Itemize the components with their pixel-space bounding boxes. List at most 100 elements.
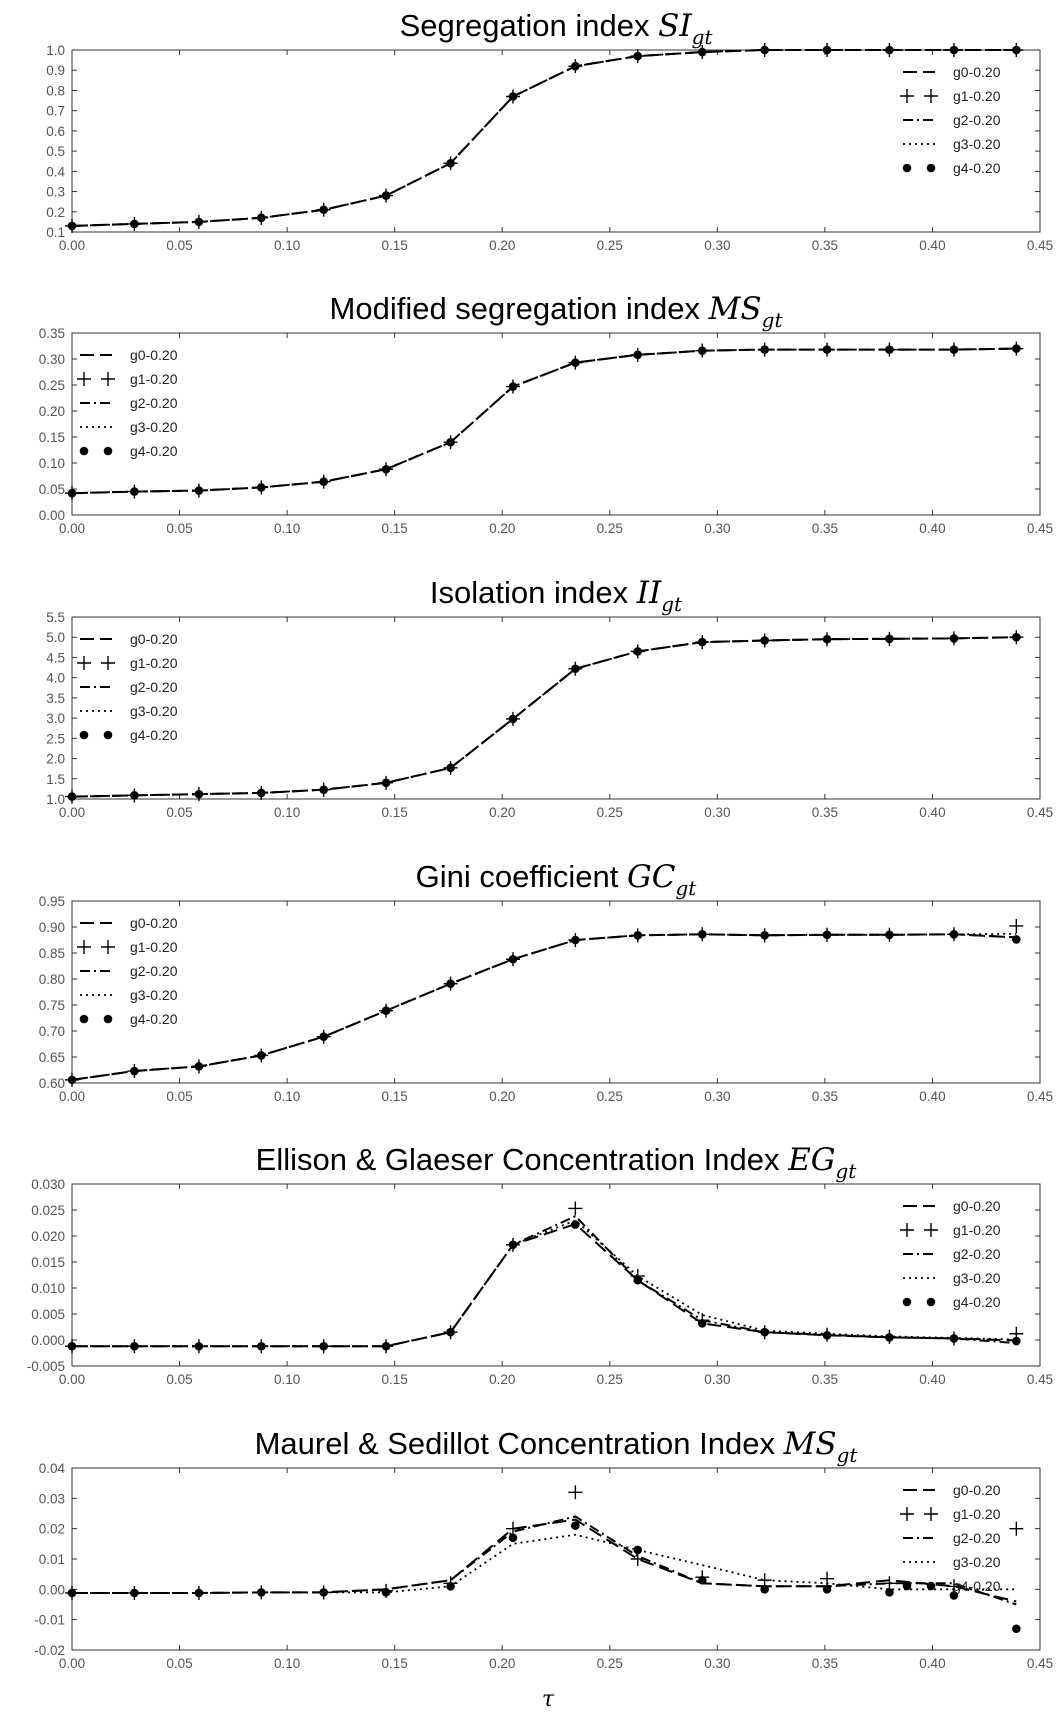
data-point-g4-0.20 <box>633 1545 643 1555</box>
data-point-g4-0.20 <box>256 1588 266 1597</box>
data-point-g4-0.20 <box>446 979 455 988</box>
data-point-g4-0.20 <box>1012 632 1021 642</box>
x-axis-label: τ <box>542 1687 555 1712</box>
data-point-g4-0.20 <box>885 930 894 940</box>
x-tick-label: 0.20 <box>489 521 515 536</box>
series-line-g2-0.20 <box>71 933 1017 1081</box>
legend-marker-g1-0.20 <box>77 372 91 386</box>
y-tick-label: 0.04 <box>39 1461 66 1476</box>
y-tick-label: -0.02 <box>34 1643 65 1658</box>
data-point-g4-0.20 <box>319 1032 328 1042</box>
data-point-g4-0.20 <box>822 1585 832 1594</box>
series-line-g3-0.20 <box>71 636 1017 798</box>
legend-label: g0-0.20 <box>953 1198 1001 1214</box>
series-g4-0.20 <box>67 929 1021 1085</box>
data-point-g4-0.20 <box>508 1240 518 1250</box>
x-tick-label: 0.40 <box>919 1656 945 1671</box>
series-line-g3-0.20 <box>71 932 1017 1081</box>
data-point-g4-0.20 <box>885 634 894 644</box>
y-tick-label: 0.01 <box>39 1552 65 1567</box>
legend-item: g2-0.20 <box>80 679 178 695</box>
data-point-g4-0.20 <box>949 45 959 55</box>
data-point-g4-0.20 <box>697 1575 707 1585</box>
x-tick-label: 0.05 <box>166 521 192 536</box>
data-point-g1-0.20 <box>757 1573 772 1588</box>
x-tick-label: 0.35 <box>812 238 838 253</box>
data-point-g4-0.20 <box>319 477 328 487</box>
legend-label: g3-0.20 <box>130 703 178 719</box>
legend-marker-g4-0.20 <box>79 1014 89 1024</box>
legend-item: g4-0.20 <box>902 160 1001 176</box>
data-point-g4-0.20 <box>697 1319 707 1328</box>
series-line-g3-0.20 <box>71 347 1017 495</box>
x-tick-label: 0.45 <box>1027 1656 1053 1671</box>
legend-item: g0-0.20 <box>80 347 178 363</box>
legend-marker-g1-0.20 <box>900 1223 914 1237</box>
data-point-g4-0.20 <box>319 1341 328 1351</box>
chart-title: Modified segregation index MSgt <box>330 291 784 332</box>
x-tick-label: 0.35 <box>812 521 838 536</box>
data-point-g4-0.20 <box>760 1327 769 1337</box>
legend-marker-g4-0.20 <box>103 730 113 740</box>
series-g0-0.20 <box>71 636 1017 798</box>
x-tick-label: 0.15 <box>382 805 408 820</box>
legend-item: g4-0.20 <box>902 1578 1001 1594</box>
data-point-g4-0.20 <box>319 205 328 215</box>
data-point-g4-0.20 <box>949 345 959 354</box>
x-tick-label: 0.10 <box>274 521 300 536</box>
y-tick-label: 5.5 <box>46 610 65 625</box>
legend-label: g4-0.20 <box>953 160 1001 176</box>
series-line-g2-0.20 <box>72 1515 1017 1606</box>
chart-title: Segregation index SIgt <box>400 8 714 49</box>
chart-title: Isolation index IIgt <box>430 575 683 616</box>
series-g2-0.20 <box>71 49 1017 227</box>
data-point-g4-0.20 <box>633 647 643 656</box>
y-tick-label: 0.25 <box>39 378 65 393</box>
y-tick-label: 0.65 <box>39 1050 65 1065</box>
data-point-g4-0.20 <box>697 637 707 647</box>
y-tick-label: -0.01 <box>34 1613 65 1628</box>
x-tick-label: 0.30 <box>704 1656 730 1671</box>
data-point-g4-0.20 <box>1012 344 1021 353</box>
chart-panel-4: 0.00 0.05 0.10 0.15 0.20 0.25 0.30 0.35 0.40 0.45… <box>39 859 1053 1104</box>
legend-marker-g4-0.20 <box>103 1014 113 1024</box>
x-tick-label: 0.10 <box>274 1656 300 1671</box>
chart-panel-5: 0.00 0.05 0.10 0.15 0.20 0.25 0.30 0.35 0.40 0.45… <box>27 1142 1053 1387</box>
data-point-g4-0.20 <box>446 437 455 447</box>
series-g0-0.20 <box>72 1222 1017 1348</box>
x-tick-label: 0.35 <box>812 1656 838 1671</box>
data-point-g4-0.20 <box>571 664 580 674</box>
legend-marker-g1-0.20 <box>924 1223 938 1237</box>
data-point-g4-0.20 <box>949 1334 959 1343</box>
x-tick-label: 0.45 <box>1027 805 1053 820</box>
data-point-g4-0.20 <box>1012 45 1021 55</box>
data-point-g4-0.20 <box>508 382 518 391</box>
data-point-g4-0.20 <box>381 1341 391 1351</box>
y-tick-label: 0.20 <box>39 404 65 419</box>
series-g3-0.20 <box>72 1533 1017 1594</box>
x-tick-label: 0.35 <box>812 1372 838 1387</box>
data-point-g4-0.20 <box>381 778 391 788</box>
legend-item: g3-0.20 <box>903 1270 1001 1286</box>
chart-title: Ellison & Glaeser Concentration Index EG… <box>256 1142 858 1183</box>
series-line-g0-0.20 <box>72 1222 1017 1348</box>
x-tick-label: 0.20 <box>489 805 515 820</box>
data-point-g4-0.20 <box>381 464 391 474</box>
data-point-g1-0.20 <box>568 1485 583 1500</box>
legend-item: g2-0.20 <box>903 1530 1001 1546</box>
y-tick-label: 2.5 <box>46 731 65 746</box>
x-tick-label: 0.15 <box>382 521 408 536</box>
x-tick-label: 0.45 <box>1027 1089 1053 1104</box>
legend-label: g0-0.20 <box>953 64 1001 80</box>
series-g0-0.20 <box>72 1518 1017 1603</box>
data-point-g4-0.20 <box>697 47 707 57</box>
legend-marker-g4-0.20 <box>902 1581 912 1591</box>
y-tick-label: 0.005 <box>31 1307 65 1322</box>
legend-label: g2-0.20 <box>953 1530 1001 1546</box>
legend-item: g4-0.20 <box>79 443 178 459</box>
legend-marker-g4-0.20 <box>902 163 912 173</box>
data-point-g4-0.20 <box>446 1327 455 1337</box>
legend-item: g1-0.20 <box>77 655 178 671</box>
data-point-g1-0.20 <box>505 1521 520 1536</box>
